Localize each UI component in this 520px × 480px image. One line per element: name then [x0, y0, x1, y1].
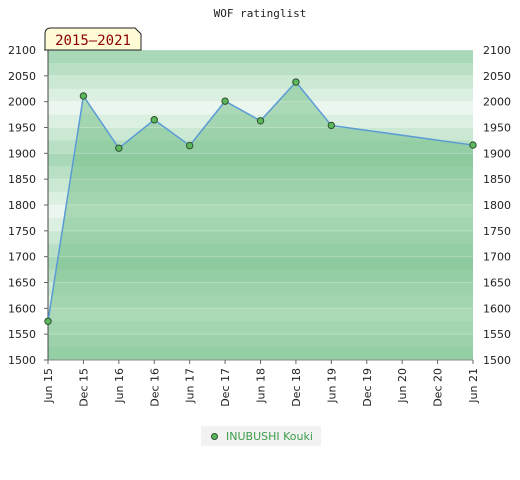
chart-title: WOF ratinglist — [214, 7, 307, 20]
y-tick-label-right: 1700 — [483, 251, 511, 264]
y-tick-label-left: 1500 — [8, 354, 36, 367]
background-band — [48, 62, 473, 77]
legend[interactable]: INUBUSHI Kouki — [201, 426, 321, 446]
data-point — [292, 78, 300, 86]
y-tick-label-left: 1800 — [8, 199, 36, 212]
y-tick-label-left: 1950 — [8, 122, 36, 135]
y-tick-label-right: 2000 — [483, 96, 511, 109]
y-tick-label-left: 1850 — [8, 173, 36, 186]
data-point — [185, 141, 194, 150]
series-area — [48, 82, 473, 361]
x-tick-label: Jun 15 — [42, 368, 55, 404]
y-tick-label-right: 1750 — [483, 225, 511, 238]
x-tick-label: Jun 19 — [325, 368, 338, 404]
data-point — [469, 141, 477, 149]
y-tick-label-left: 1750 — [8, 225, 36, 238]
background-band — [48, 88, 473, 103]
y-tick-label-right: 2100 — [483, 44, 511, 57]
y-tick-label-right: 1650 — [483, 277, 511, 290]
background-band — [48, 50, 473, 64]
x-tick-label: Dec 16 — [148, 368, 161, 407]
background-band — [48, 75, 473, 90]
x-tick-label: Jun 16 — [113, 368, 126, 404]
y-tick-label-left: 2050 — [8, 70, 36, 83]
y-tick-label-right: 1900 — [483, 147, 511, 160]
y-tick-label-left: 1900 — [8, 147, 36, 160]
x-tick-label: Jun 21 — [467, 368, 480, 404]
y-tick-label-right: 1500 — [483, 354, 511, 367]
data-point — [221, 97, 229, 105]
data-point — [150, 116, 158, 124]
y-tick-label-right: 1550 — [483, 328, 511, 341]
x-tick-label: Jun 18 — [255, 368, 268, 404]
background-band — [48, 101, 473, 116]
x-tick-label: Jun 17 — [184, 368, 197, 404]
y-tick-label-left: 1550 — [8, 328, 36, 341]
data-point — [327, 121, 336, 130]
y-tick-label-right: 2050 — [483, 70, 511, 83]
legend-label: INUBUSHI Kouki — [226, 429, 313, 443]
data-point — [79, 92, 88, 100]
period-label-box — [44, 27, 142, 51]
y-tick-label-right: 1800 — [483, 199, 511, 212]
x-tick-label: Jun 20 — [396, 368, 409, 404]
y-tick-label-left: 1650 — [8, 277, 36, 290]
period-label: 2015–2021 — [55, 33, 131, 49]
y-tick-label-right: 1600 — [483, 302, 511, 315]
y-tick-label-left: 1700 — [8, 251, 36, 264]
legend-marker-icon — [211, 432, 218, 440]
series-line — [47, 80, 474, 322]
data-point — [44, 317, 52, 325]
x-tick-label: Dec 20 — [432, 368, 445, 407]
y-tick-label-right: 1850 — [483, 173, 511, 186]
y-tick-label-right: 1950 — [483, 122, 511, 135]
y-tick-label-left: 2000 — [8, 96, 36, 109]
y-tick-label-left: 1600 — [8, 302, 36, 315]
x-tick-label: Dec 15 — [77, 368, 90, 407]
y-tick-label-left: 2100 — [8, 44, 36, 57]
x-tick-label: Dec 19 — [361, 368, 374, 407]
x-tick-label: Dec 17 — [219, 368, 232, 407]
data-point — [256, 117, 265, 125]
x-tick-label: Dec 18 — [290, 368, 303, 407]
data-point — [115, 144, 123, 152]
